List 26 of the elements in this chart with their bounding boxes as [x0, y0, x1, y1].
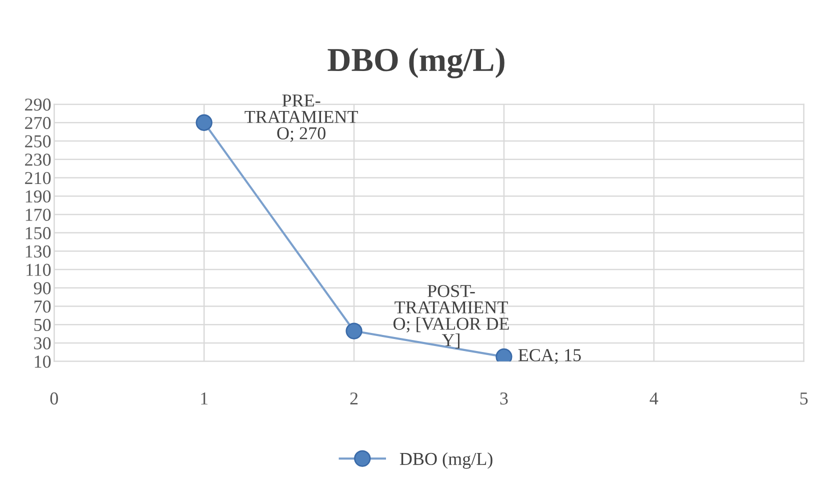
y-tick-label: 190	[26, 190, 51, 203]
y-tick-label: 290	[25, 98, 51, 111]
y-tick-label: 230	[25, 154, 51, 166]
chart-title: DBO (mg/L)	[328, 48, 504, 78]
x-tick-label: 5	[800, 392, 808, 405]
y-tick-label: 90	[34, 282, 51, 294]
x-tick-label: 4	[650, 392, 658, 404]
y-tick-label: 50	[34, 318, 51, 332]
annotation: PRE- TRATAMIENT O; 270	[244, 94, 358, 142]
y-tick-label: 270	[25, 116, 51, 130]
y-tick-label: 150	[26, 227, 51, 240]
x-tick-label: 3	[500, 392, 508, 405]
legend-label: DBO (mg/L)	[400, 452, 492, 469]
y-tick-label: 130	[26, 245, 51, 258]
x-tick-label: 0	[50, 392, 58, 405]
annotation: ECA; 15	[518, 349, 581, 364]
y-tick-label: 110	[26, 264, 51, 276]
annotation: POST- TRATAMIENT O; [VALOR DE Y]	[393, 284, 509, 348]
x-tick-label: 1	[201, 392, 208, 404]
y-tick-label: 70	[34, 300, 51, 313]
y-tick-label: 170	[26, 208, 51, 221]
y-tick-label: 250	[25, 135, 51, 148]
y-tick-label: 210	[25, 172, 51, 184]
x-tick-label: 2	[350, 392, 358, 404]
y-tick-label: 30	[34, 337, 51, 350]
y-tick-label: 10	[34, 356, 51, 368]
